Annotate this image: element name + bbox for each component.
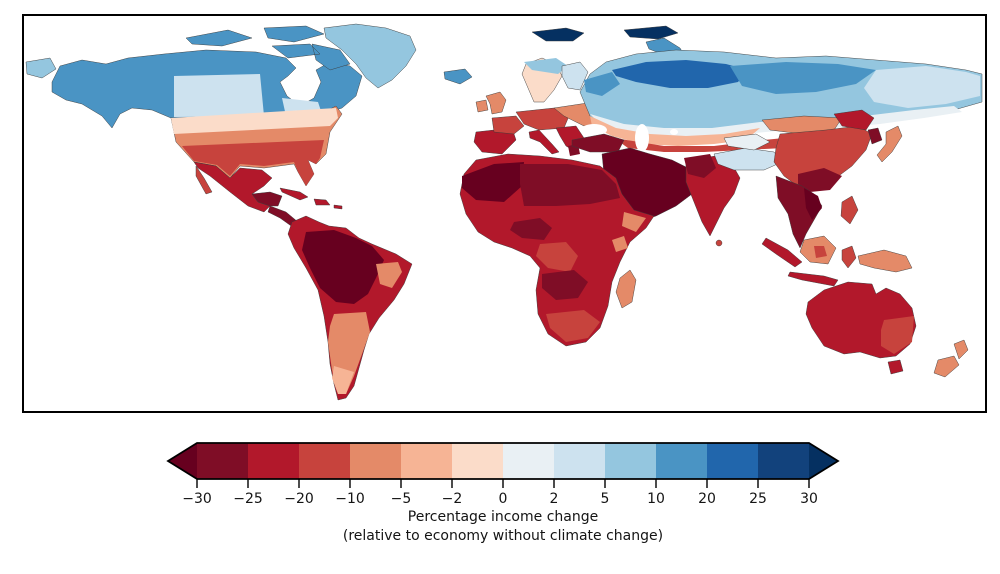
- map-frame: [22, 14, 987, 413]
- region-patagonia: [332, 366, 354, 394]
- region-central-siberia: [612, 60, 748, 88]
- colorbar-tick-label: −10: [335, 491, 365, 506]
- region-northeast-china: [833, 109, 875, 131]
- region-korea: [867, 127, 883, 145]
- region-baja: [195, 165, 213, 195]
- region-chukotka-west: [25, 57, 57, 79]
- colorbar-tick-label: −30: [182, 491, 212, 506]
- region-scandinavia-north: [524, 58, 568, 74]
- region-uk-ireland: [475, 91, 507, 115]
- region-east-siberia: [864, 66, 980, 108]
- colorbar-tick-label: 25: [749, 491, 767, 506]
- region-malay-sumatra: [761, 237, 803, 268]
- region-amazon-brazil: [302, 230, 384, 304]
- region-vietnam: [804, 188, 822, 220]
- region-tasmania: [887, 359, 904, 375]
- caspian-sea: [635, 124, 649, 152]
- colorbar-tick-label: −25: [233, 491, 263, 506]
- region-svalbard: [531, 27, 585, 42]
- colorbar-segment-b1: [197, 443, 248, 479]
- region-west-siberia: [584, 62, 876, 96]
- colorbar-tick-label: 2: [550, 491, 559, 506]
- region-east-brazil-coast: [376, 262, 402, 288]
- region-franz-josef: [623, 25, 679, 40]
- colorbar-tick-label: 30: [800, 491, 818, 506]
- region-madagascar: [615, 269, 637, 309]
- region-angola-zambia: [542, 270, 588, 300]
- region-caribbean: [279, 187, 343, 210]
- region-italy: [528, 129, 560, 155]
- colorbar-segment-b11: [707, 443, 758, 479]
- region-west-canada-patch: [174, 74, 264, 117]
- region-southern-mexico: [251, 191, 283, 207]
- region-new-guinea: [857, 249, 913, 273]
- black-sea: [581, 124, 607, 136]
- region-south-africa: [546, 310, 600, 342]
- region-pakistan-nw-india: [684, 154, 716, 178]
- region-philippines: [840, 195, 859, 225]
- colorbar-segment-b3: [299, 443, 350, 479]
- colorbar-under-arrow: [168, 443, 197, 479]
- aral-sea: [670, 129, 678, 135]
- colorbar-tick-label: 5: [601, 491, 610, 506]
- colorbar-tick-label: 10: [647, 491, 665, 506]
- colorbar-segment-b5: [401, 443, 452, 479]
- region-sri-lanka: [715, 239, 723, 247]
- region-congo: [536, 242, 578, 272]
- region-canadian-arctic: [185, 25, 351, 71]
- region-kazakhstan-steppe: [590, 116, 760, 146]
- region-west-sahara-maghreb: [462, 162, 524, 202]
- colorbar-segment-b6: [452, 443, 503, 479]
- region-south-china: [798, 168, 842, 192]
- region-finland: [561, 61, 589, 91]
- colorbar-label-line1: Percentage income change: [407, 509, 599, 525]
- region-southern-us: [182, 140, 324, 186]
- colorbar-over-arrow: [809, 443, 838, 479]
- region-france: [491, 115, 525, 135]
- region-nigeria-patch: [510, 218, 552, 240]
- region-sahara: [520, 164, 620, 206]
- colorbar-tick-label: 20: [698, 491, 716, 506]
- region-japan: [876, 125, 903, 163]
- region-iceland: [443, 68, 473, 85]
- colorbar: −30 −25 −20 −10 −5 −2 0 2 5 10 20 25 30: [163, 440, 843, 507]
- colorbar-tick-label: −20: [284, 491, 314, 506]
- colorbar-segment-b9: [605, 443, 656, 479]
- colorbar-segment-b7: [503, 443, 554, 479]
- colorbar-segment-b4: [350, 443, 401, 479]
- colorbar-svg: −30 −25 −20 −10 −5 −2 0 2 5 10 20 25 30: [166, 442, 840, 507]
- region-new-south-wales: [881, 316, 914, 354]
- region-sulawesi: [841, 245, 857, 269]
- colorbar-tick-label: −5: [391, 491, 412, 506]
- colorbar-segment-b10: [656, 443, 707, 479]
- region-northern-us: [171, 108, 338, 134]
- colorbar-tick-label: 0: [499, 491, 508, 506]
- colorbar-segment-b2: [248, 443, 299, 479]
- colorbar-label: Percentage income change (relative to ec…: [0, 508, 1000, 546]
- colorbar-segment-b8: [554, 443, 605, 479]
- region-greenland: [323, 23, 417, 89]
- region-horn-of-africa: [612, 212, 646, 252]
- colorbar-label-line2: (relative to economy without climate cha…: [342, 528, 664, 544]
- region-tarim-basin: [723, 133, 771, 151]
- colorbar-tick-label: −2: [442, 491, 463, 506]
- colorbar-segment-b12: [758, 443, 809, 479]
- region-borneo-center: [814, 246, 827, 258]
- region-new-zealand: [933, 339, 969, 378]
- world-map: [25, 23, 983, 401]
- region-java: [787, 271, 839, 287]
